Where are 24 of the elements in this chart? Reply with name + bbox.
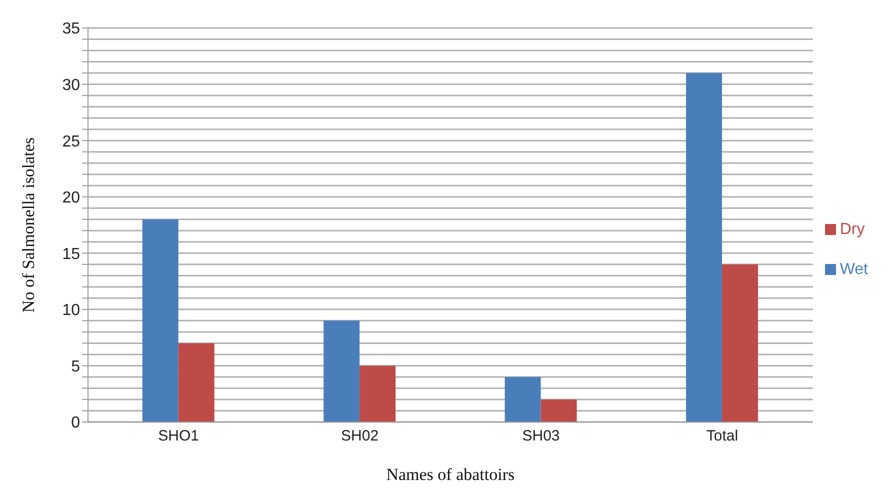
y-tick-label: 20 (62, 190, 80, 207)
x-tick-label: SH02 (341, 428, 379, 445)
x-tick-label: Total (706, 428, 738, 445)
bar (686, 73, 722, 422)
y-axis-title: No of Salmonella isolates (19, 137, 38, 313)
bar (540, 399, 577, 422)
y-tick-label: 0 (71, 414, 80, 432)
legend-label: Dry (840, 221, 865, 238)
bar (722, 264, 758, 422)
x-tick-label: SHO1 (158, 428, 200, 445)
y-tick-label: 15 (62, 246, 80, 263)
y-tick-label: 10 (62, 302, 80, 320)
bar (142, 219, 178, 422)
y-tick-label: 30 (62, 76, 80, 94)
bar (324, 320, 360, 422)
bar (178, 343, 214, 422)
y-tick-label: 35 (62, 20, 80, 38)
y-tick-label: 25 (62, 133, 80, 150)
x-axis-title: Names of abattoirs (386, 465, 515, 484)
x-tick-label: SH03 (522, 428, 560, 445)
bar (504, 376, 541, 422)
y-tick-label: 5 (71, 358, 80, 376)
legend-label: Wet (840, 261, 868, 278)
bar (360, 366, 396, 422)
